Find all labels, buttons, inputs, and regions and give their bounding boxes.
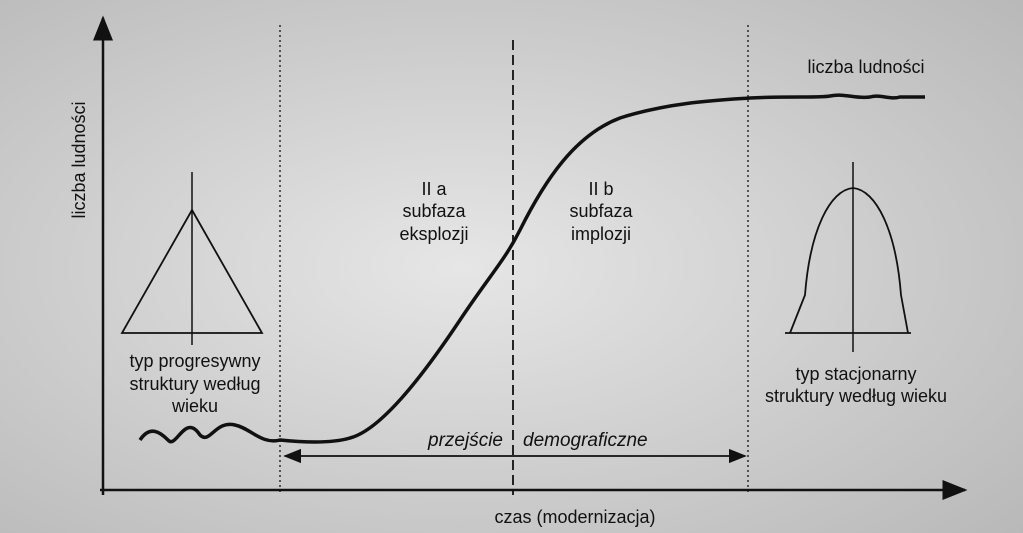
phase-text: subfaza [402,201,466,221]
x-axis-label: czas (modernizacja) [494,507,655,527]
transition-label: przejście [427,430,503,451]
structure-text: struktury według [129,374,260,394]
structure-text: wieku [171,396,218,416]
phase-text: subfaza [569,201,633,221]
structure-text: typ progresywny [129,351,260,371]
curve-label: liczba ludności [807,57,924,77]
phase-name: II a [421,179,447,199]
phase-text: eksplozji [399,224,468,244]
phase-text: implozji [571,224,631,244]
y-axis-label: liczba ludności [69,101,89,218]
structure-text: struktury według wieku [765,386,947,406]
transition-label: demograficzne [523,430,648,451]
structure-text: typ stacjonarny [795,364,916,384]
phase-name: II b [588,179,613,199]
population-curve [138,93,925,444]
